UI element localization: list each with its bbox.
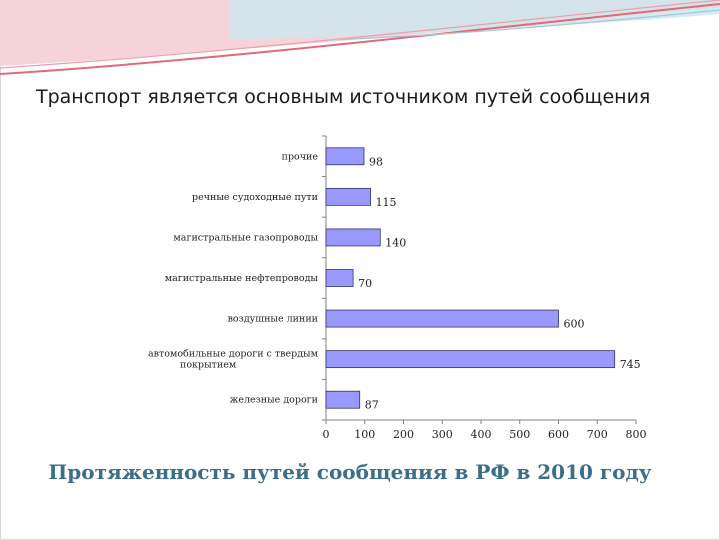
bar: [325, 309, 559, 328]
chart-area: 0 100 200 300 400 500 600 700 800 98 прочие 115 речн…: [90, 122, 660, 448]
bar: [325, 228, 381, 247]
swoosh-teal-line: [329, 9, 720, 41]
category-label: магистральные нефтепроводы: [165, 273, 319, 284]
category-label-line: магистральные нефтепроводы: [165, 273, 319, 284]
header-swoosh-decoration: [0, 0, 720, 75]
category-label: прочие: [282, 151, 319, 162]
value-tick-label: 200: [393, 428, 414, 441]
bar-value-label: 745: [620, 358, 641, 371]
value-tick-label: 400: [471, 428, 492, 441]
category-label-line: речные судоходные пути: [192, 192, 318, 203]
bar-chart: 0 100 200 300 400 500 600 700 800 98 прочие 115 речн…: [148, 135, 647, 441]
value-tick-label: 600: [548, 428, 569, 441]
swoosh-teal-band: [230, 0, 720, 40]
bar: [325, 187, 371, 206]
category-label: речные судоходные пути: [192, 192, 318, 203]
category-label-line: воздушные линии: [228, 314, 318, 325]
value-tick-label: 100: [354, 428, 375, 441]
swoosh-red-line-2: [0, 0, 720, 69]
category-label: воздушные линии: [228, 314, 318, 325]
category-label: железные дороги: [230, 395, 318, 406]
value-tick-label: 700: [587, 428, 608, 441]
category-label-line: прочие: [282, 151, 319, 162]
bar: [325, 147, 365, 166]
bar-value-label: 140: [385, 236, 406, 249]
value-tick-label: 500: [509, 428, 530, 441]
bar-value-label: 70: [358, 277, 372, 290]
value-tick-label: 0: [323, 428, 330, 441]
chart-title: Протяженность путей сообщения в РФ в 201…: [48, 460, 652, 484]
swoosh-red-line: [0, 3, 720, 75]
category-label-line: автомобильные дороги с твердым: [148, 349, 319, 360]
bar: [325, 269, 354, 287]
bar-value-label: 115: [376, 196, 397, 209]
slide-heading: Транспорт является основным источником п…: [36, 86, 651, 108]
category-label-line: железные дороги: [230, 395, 318, 406]
value-tick-label: 800: [626, 428, 647, 441]
category-label: магистральные газопроводы: [173, 232, 318, 243]
bar: [325, 390, 361, 409]
category-label-line: покрытием: [180, 360, 237, 371]
bar: [325, 350, 616, 369]
bar-value-label: 98: [369, 155, 383, 168]
bar-value-label: 600: [564, 318, 585, 331]
bar-value-label: 87: [365, 399, 379, 412]
category-label: автомобильные дороги с твердым покрытием: [148, 349, 319, 371]
category-label-line: магистральные газопроводы: [173, 232, 318, 243]
value-tick-label: 300: [432, 428, 453, 441]
